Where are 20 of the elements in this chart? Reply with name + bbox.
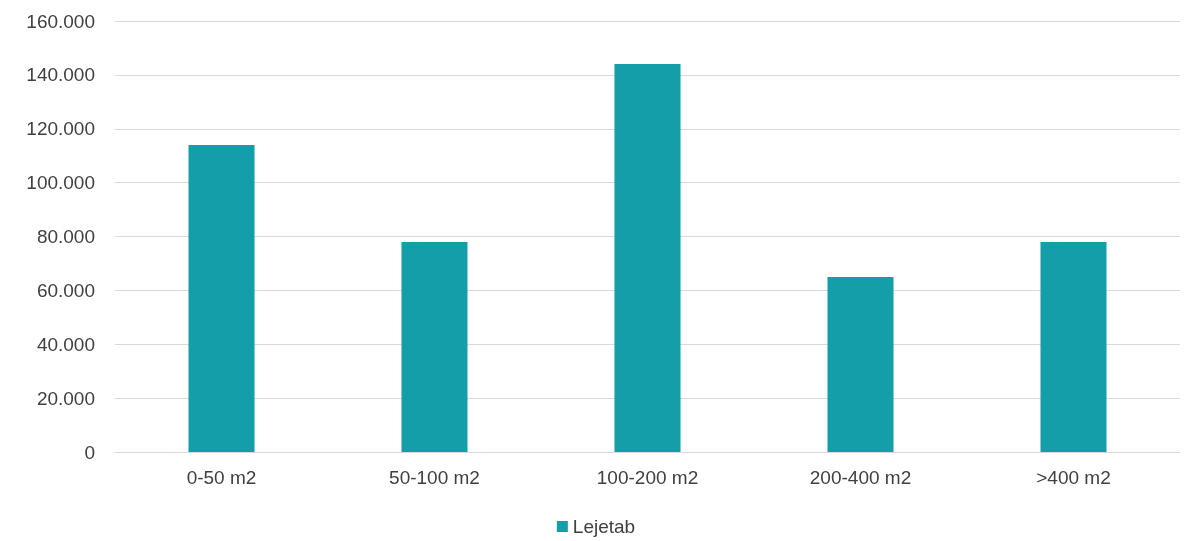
x-tick-label: 0-50 m2 bbox=[186, 467, 257, 488]
y-tick-label: 60.000 bbox=[36, 279, 95, 301]
bar bbox=[614, 64, 681, 452]
x-tick-label: >400 m2 bbox=[1036, 467, 1111, 488]
legend-label: Lejetab bbox=[572, 516, 636, 537]
bar bbox=[827, 276, 894, 452]
bar bbox=[188, 144, 255, 452]
y-tick-label: 20.000 bbox=[36, 387, 95, 409]
x-tick-label: 200-400 m2 bbox=[809, 467, 912, 488]
x-tick-label: 100-200 m2 bbox=[596, 467, 699, 488]
y-tick-label: 120.000 bbox=[26, 118, 95, 140]
x-tick-label: 50-100 m2 bbox=[389, 467, 480, 488]
y-tick-label: 100.000 bbox=[26, 172, 95, 194]
y-tick-label: 0 bbox=[84, 441, 95, 463]
bar bbox=[1040, 241, 1107, 452]
y-tick-label: 140.000 bbox=[26, 64, 95, 86]
y-tick-label: 160.000 bbox=[26, 10, 95, 32]
y-tick-label: 80.000 bbox=[36, 226, 95, 247]
y-tick-label: 40.000 bbox=[36, 333, 95, 355]
bar bbox=[401, 241, 468, 452]
